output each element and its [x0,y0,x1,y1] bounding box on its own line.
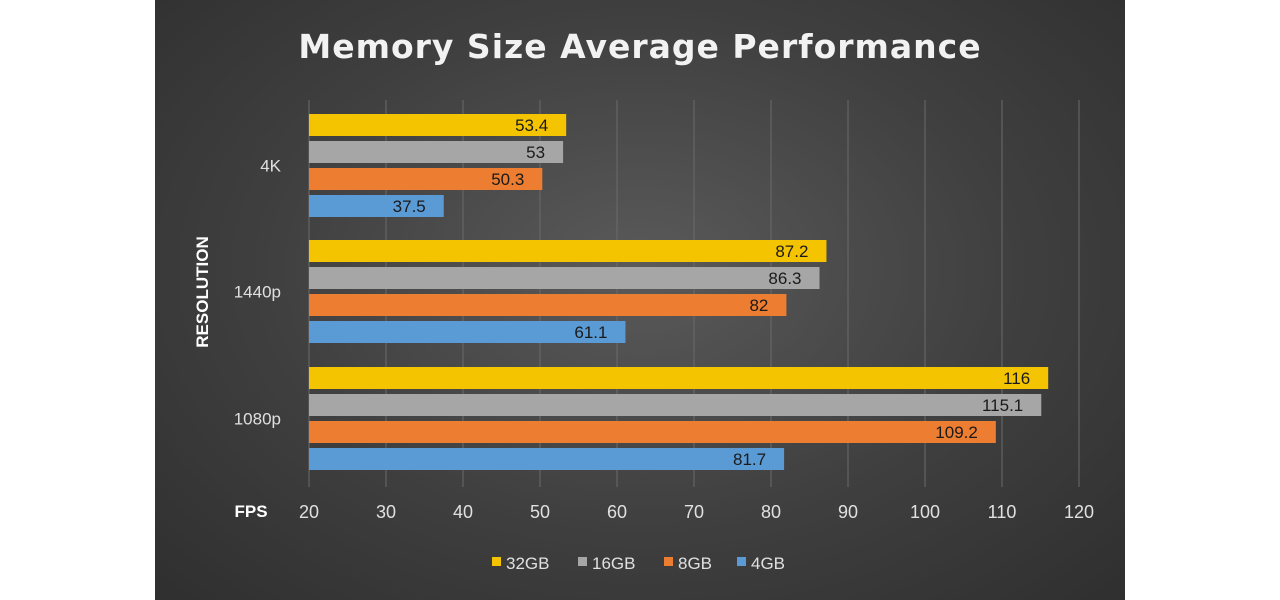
data-label: 115.1 [982,396,1023,415]
bar-1080p-8GB [309,421,996,443]
y-axis-title: RESOLUTION [193,236,212,347]
x-tick-label: 100 [910,502,940,522]
legend-swatch-8GB [664,557,673,566]
category-label: 1080p [234,410,281,429]
data-label: 53.4 [515,116,548,135]
data-label: 116 [1003,369,1030,388]
data-label: 37.5 [393,197,426,216]
x-tick-label: 120 [1064,502,1094,522]
data-label: 53 [526,143,545,162]
data-label: 61.1 [574,323,607,342]
x-axis-title: FPS [234,502,267,521]
x-tick-label: 110 [988,502,1017,522]
data-label: 50.3 [491,170,524,189]
data-label: 81.7 [733,450,766,469]
chart-title: Memory Size Average Performance [298,27,981,66]
category-label: 1440p [234,283,281,302]
legend: 32GB 16GB 8GB 4GB [492,554,785,573]
data-label: 82 [749,296,768,315]
bar-1080p-4GB [309,448,785,470]
bar-4K-32GB [309,114,567,136]
category-label: 4K [260,157,281,176]
x-tick-label: 40 [453,502,473,522]
x-tick-label: 30 [376,502,396,522]
legend-swatch-4GB [737,557,746,566]
legend-swatch-16GB [578,557,587,566]
bar-chart: Memory Size Average Performance 53.45350… [193,27,1094,573]
legend-label: 4GB [751,554,785,573]
chart-panel: Memory Size Average Performance 53.4 53 50… [155,0,1125,600]
bar-4K-4GB [309,195,444,217]
grid-lines [308,100,1080,487]
category-labels: 4K 1440p 1080p [234,157,282,429]
bar-1080p-32GB [309,367,1049,389]
data-label: 87.2 [775,242,808,261]
x-tick-label: 90 [838,502,858,522]
legend-label: 16GB [592,554,635,573]
bar-1440p-16GB [309,267,820,289]
bar-4K-8GB [309,168,543,190]
x-tick-label: 60 [607,502,627,522]
legend-label: 8GB [678,554,712,573]
data-label: 86.3 [768,269,801,288]
x-tick-label: 80 [761,502,781,522]
data-label: 109.2 [935,423,978,442]
x-tick-label: 20 [299,502,319,522]
bar-1440p-4GB [309,321,626,343]
legend-swatch-32GB [492,557,501,566]
bar-1440p-8GB [309,294,787,316]
x-tick-label: 50 [530,502,550,522]
legend-label: 32GB [506,554,549,573]
bar-1440p-32GB [309,240,827,262]
x-tick-labels: 20 30 40 50 60 70 80 90 100 110 120 [299,502,1094,522]
bar-1080p-16GB [309,394,1042,416]
x-tick-label: 70 [684,502,704,522]
bar-4K-16GB [309,141,564,163]
bars [309,114,1049,470]
